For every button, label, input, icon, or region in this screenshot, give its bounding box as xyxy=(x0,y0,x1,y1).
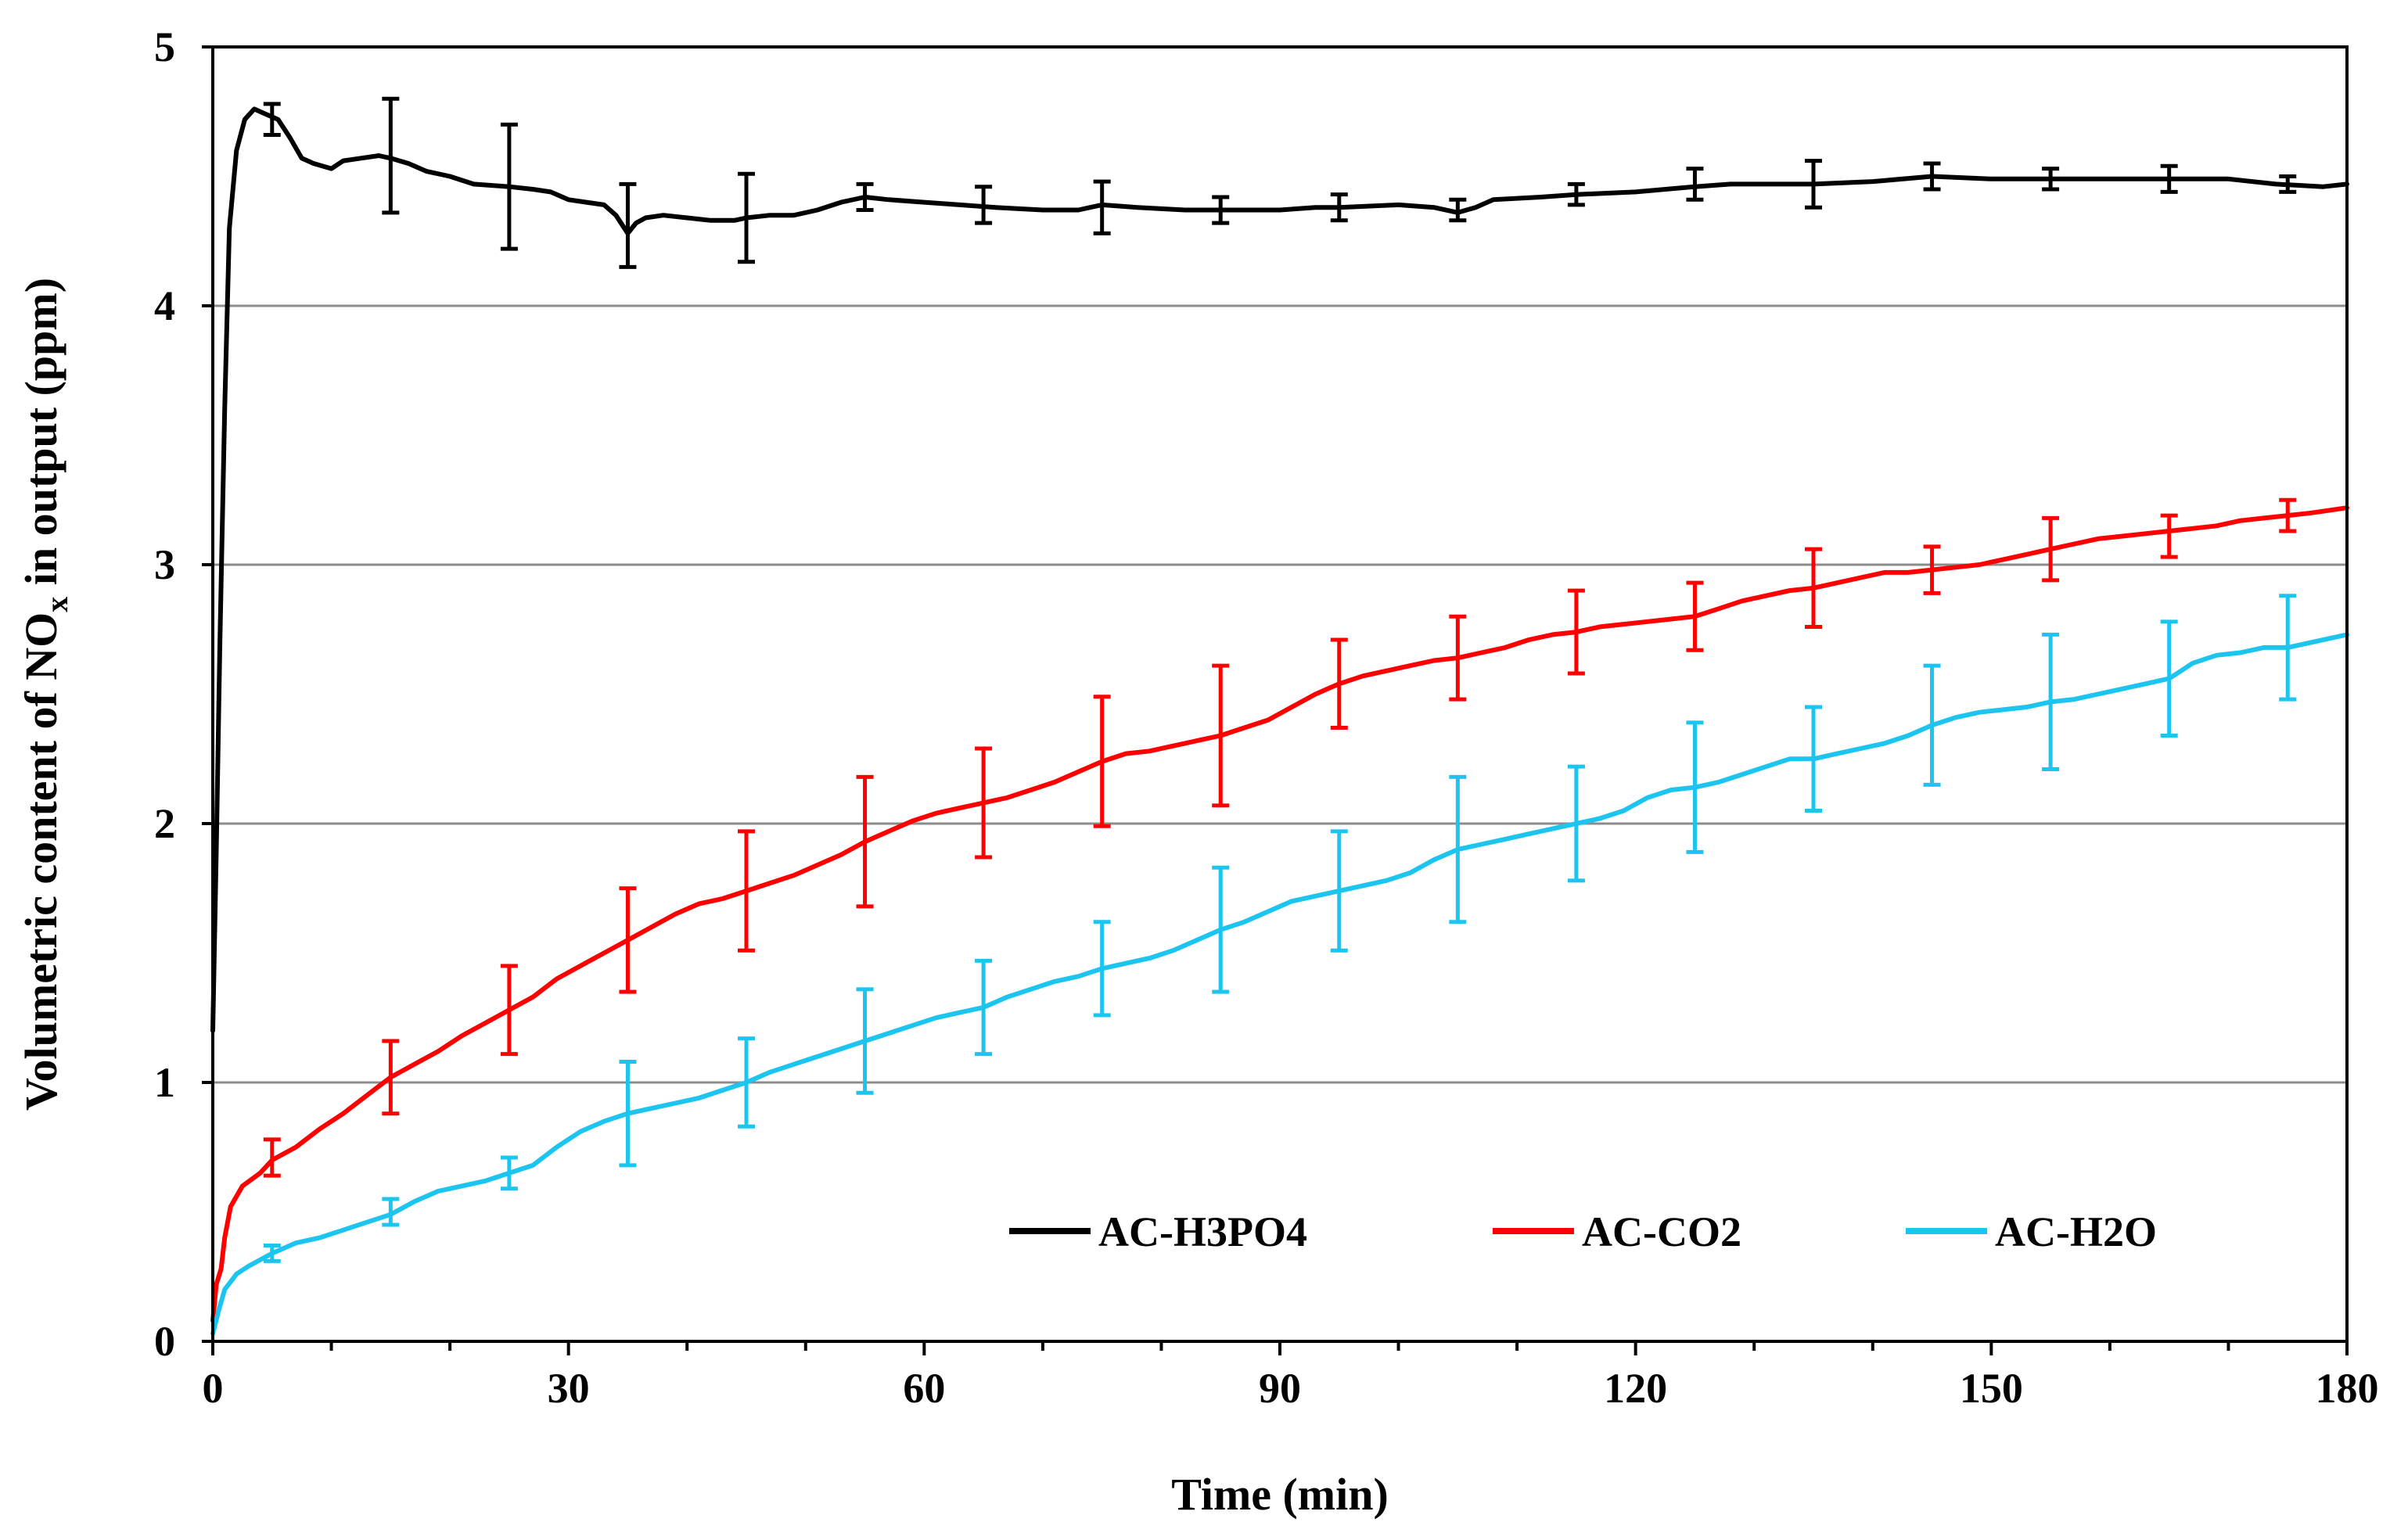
series-group xyxy=(210,96,2349,1337)
error-bar-ac-h3po4-175 xyxy=(2279,174,2297,194)
y-axis-title-suffix: in output (ppm) xyxy=(16,278,66,597)
error-bar-ac-h3po4-95 xyxy=(1330,192,1348,223)
error-bar-ac-h2o-55 xyxy=(856,987,874,1095)
y-axis-title-prefix: Volumetric content of NO xyxy=(16,612,66,1111)
x-tick-label-60: 60 xyxy=(903,1365,945,1412)
error-bar-ac-co2-35 xyxy=(619,886,637,994)
error-bar-ac-h3po4-15 xyxy=(382,96,400,215)
error-bar-ac-h3po4-35 xyxy=(619,181,637,269)
error-bar-ac-co2-65 xyxy=(975,746,993,860)
error-bar-ac-h3po4-125 xyxy=(1686,167,1704,202)
y-tick-label-2: 2 xyxy=(154,800,175,847)
error-bar-ac-co2-105 xyxy=(1449,614,1467,702)
error-bar-ac-h3po4-85 xyxy=(1212,195,1230,225)
error-bar-ac-co2-15 xyxy=(382,1039,400,1116)
error-bar-ac-h2o-65 xyxy=(975,958,993,1057)
series-line-ac-h3po4 xyxy=(210,106,2349,1033)
series-ac-h2o xyxy=(210,594,2349,1337)
x-tick-label-150: 150 xyxy=(1960,1365,2023,1412)
error-bar-ac-h3po4-45 xyxy=(738,171,755,264)
series-line-ac-h2o xyxy=(210,632,2349,1337)
error-bar-ac-h3po4-25 xyxy=(500,122,518,251)
gridlines xyxy=(213,304,2347,1084)
error-bar-ac-co2-45 xyxy=(738,829,755,953)
error-bar-ac-h3po4-55 xyxy=(856,181,874,213)
series-ac-co2 xyxy=(210,497,2349,1323)
error-bar-ac-h2o-15 xyxy=(382,1197,400,1227)
error-bar-ac-co2-115 xyxy=(1567,588,1585,676)
error-bar-ac-h2o-145 xyxy=(1923,663,1941,787)
error-bar-ac-h2o-165 xyxy=(2160,619,2178,738)
error-bar-ac-h2o-95 xyxy=(1330,829,1348,953)
x-tick-label-30: 30 xyxy=(548,1365,590,1412)
error-bar-ac-h3po4-65 xyxy=(975,185,993,225)
error-bar-ac-h2o-85 xyxy=(1212,865,1230,994)
error-bar-ac-h2o-45 xyxy=(738,1036,755,1129)
error-bar-ac-h3po4-5 xyxy=(263,102,281,138)
axis-ticks: 0 1 2 3 4 5 0 30 60 90 120 150 180 xyxy=(154,23,2379,1412)
error-bar-ac-h3po4-105 xyxy=(1449,197,1467,223)
x-tick-label-180: 180 xyxy=(2316,1365,2379,1412)
error-bar-ac-h2o-135 xyxy=(1805,705,1822,813)
x-tick-label-90: 90 xyxy=(1259,1365,1301,1412)
error-bar-ac-co2-75 xyxy=(1093,695,1111,828)
series-ac-h3po4 xyxy=(210,96,2349,1033)
x-tick-label-0: 0 xyxy=(203,1365,224,1412)
error-bar-ac-co2-95 xyxy=(1330,637,1348,731)
error-bar-ac-h3po4-115 xyxy=(1567,181,1585,207)
error-bar-ac-h3po4-165 xyxy=(2160,163,2178,194)
y-axis-title-subscript: x xyxy=(39,597,74,612)
y-tick-label-0: 0 xyxy=(154,1318,175,1365)
error-bar-ac-h2o-5 xyxy=(263,1244,281,1263)
error-bar-ac-h2o-125 xyxy=(1686,720,1704,854)
error-bar-ac-co2-25 xyxy=(500,964,518,1057)
error-bar-ac-co2-55 xyxy=(856,774,874,909)
error-bar-ac-h2o-35 xyxy=(619,1060,637,1168)
error-bar-ac-h3po4-75 xyxy=(1093,179,1111,235)
x-tick-label-120: 120 xyxy=(1604,1365,1667,1412)
y-axis-title: Volumetric content of NOx in output (ppm… xyxy=(16,278,74,1111)
error-bar-ac-h3po4-145 xyxy=(1923,161,1941,192)
y-tick-label-5: 5 xyxy=(154,23,175,70)
y-tick-label-3: 3 xyxy=(154,541,175,588)
error-bar-ac-h2o-75 xyxy=(1093,920,1111,1018)
error-bar-ac-h2o-25 xyxy=(500,1155,518,1191)
error-bar-ac-h3po4-155 xyxy=(2042,167,2060,192)
error-bar-ac-co2-165 xyxy=(2160,513,2178,559)
error-bar-ac-co2-155 xyxy=(2042,515,2060,583)
y-tick-label-1: 1 xyxy=(154,1059,175,1106)
error-bar-ac-co2-175 xyxy=(2279,497,2297,533)
error-bar-ac-co2-125 xyxy=(1686,580,1704,652)
legend-label-ac-h3po4: AC-H3PO4 xyxy=(1098,1208,1307,1255)
error-bar-ac-h2o-105 xyxy=(1449,774,1467,924)
error-bar-ac-co2-85 xyxy=(1212,663,1230,808)
error-bar-ac-h2o-155 xyxy=(2042,632,2060,771)
error-bar-ac-h2o-115 xyxy=(1567,764,1585,883)
error-bar-ac-co2-135 xyxy=(1805,547,1822,629)
error-bar-ac-co2-145 xyxy=(1923,544,1941,595)
error-bar-ac-co2-5 xyxy=(263,1137,281,1178)
error-bar-ac-h3po4-135 xyxy=(1805,159,1822,210)
error-bar-ac-h2o-175 xyxy=(2279,594,2297,702)
y-tick-label-4: 4 xyxy=(154,282,175,329)
legend: AC-H3PO4 AC-CO2 AC-H2O xyxy=(1009,1208,2157,1255)
legend-label-ac-h2o: AC-H2O xyxy=(1995,1208,2157,1255)
legend-label-ac-co2: AC-CO2 xyxy=(1582,1208,1741,1255)
x-axis-title: Time (min) xyxy=(1171,1469,1389,1520)
